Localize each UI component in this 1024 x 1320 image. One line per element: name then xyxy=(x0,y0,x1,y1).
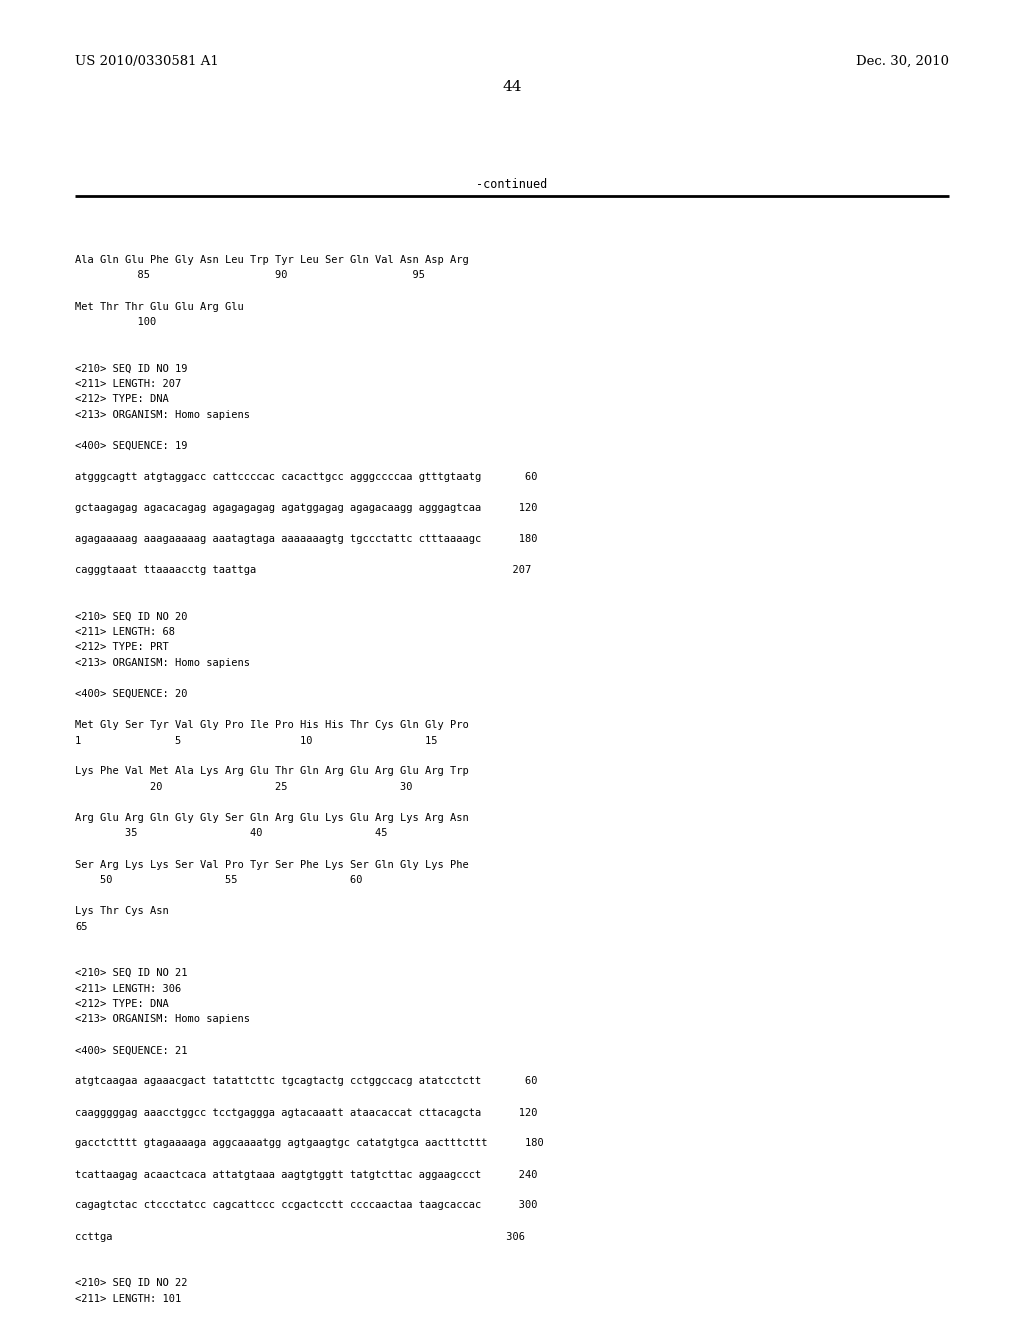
Text: caagggggag aaacctggcc tcctgaggga agtacaaatt ataacaccat cttacagcta      120: caagggggag aaacctggcc tcctgaggga agtacaa… xyxy=(75,1107,538,1118)
Text: 35                  40                  45: 35 40 45 xyxy=(75,829,387,838)
Text: Met Gly Ser Tyr Val Gly Pro Ile Pro His His Thr Cys Gln Gly Pro: Met Gly Ser Tyr Val Gly Pro Ile Pro His … xyxy=(75,719,469,730)
Text: 100: 100 xyxy=(75,317,157,327)
Text: <400> SEQUENCE: 19: <400> SEQUENCE: 19 xyxy=(75,441,187,451)
Text: <210> SEQ ID NO 20: <210> SEQ ID NO 20 xyxy=(75,611,187,622)
Text: <212> TYPE: DNA: <212> TYPE: DNA xyxy=(75,999,169,1008)
Text: Ser Arg Lys Lys Ser Val Pro Tyr Ser Phe Lys Ser Gln Gly Lys Phe: Ser Arg Lys Lys Ser Val Pro Tyr Ser Phe … xyxy=(75,859,469,870)
Text: <213> ORGANISM: Homo sapiens: <213> ORGANISM: Homo sapiens xyxy=(75,411,250,420)
Text: ccttga                                                               306: ccttga 306 xyxy=(75,1232,525,1242)
Text: <212> TYPE: PRT: <212> TYPE: PRT xyxy=(75,643,169,652)
Text: <213> ORGANISM: Homo sapiens: <213> ORGANISM: Homo sapiens xyxy=(75,1015,250,1024)
Text: tcattaagag acaactcaca attatgtaaa aagtgtggtt tatgtcttac aggaagccct      240: tcattaagag acaactcaca attatgtaaa aagtgtg… xyxy=(75,1170,538,1180)
Text: 44: 44 xyxy=(502,81,522,94)
Text: <400> SEQUENCE: 21: <400> SEQUENCE: 21 xyxy=(75,1045,187,1056)
Text: Arg Glu Arg Gln Gly Gly Ser Gln Arg Glu Lys Glu Arg Lys Arg Asn: Arg Glu Arg Gln Gly Gly Ser Gln Arg Glu … xyxy=(75,813,469,822)
Text: agagaaaaag aaagaaaaag aaatagtaga aaaaaaagtg tgccctattc ctttaaaagc      180: agagaaaaag aaagaaaaag aaatagtaga aaaaaaa… xyxy=(75,535,538,544)
Text: Lys Thr Cys Asn: Lys Thr Cys Asn xyxy=(75,906,169,916)
Text: cagagtctac ctccctatcc cagcattccc ccgactcctt ccccaactaa taagcaccac      300: cagagtctac ctccctatcc cagcattccc ccgactc… xyxy=(75,1200,538,1210)
Text: Ala Gln Glu Phe Gly Asn Leu Trp Tyr Leu Ser Gln Val Asn Asp Arg: Ala Gln Glu Phe Gly Asn Leu Trp Tyr Leu … xyxy=(75,255,469,265)
Text: US 2010/0330581 A1: US 2010/0330581 A1 xyxy=(75,55,219,69)
Text: Met Thr Thr Glu Glu Arg Glu: Met Thr Thr Glu Glu Arg Glu xyxy=(75,301,244,312)
Text: <211> LENGTH: 101: <211> LENGTH: 101 xyxy=(75,1294,181,1304)
Text: <211> LENGTH: 207: <211> LENGTH: 207 xyxy=(75,379,181,389)
Text: Lys Phe Val Met Ala Lys Arg Glu Thr Gln Arg Glu Arg Glu Arg Trp: Lys Phe Val Met Ala Lys Arg Glu Thr Gln … xyxy=(75,767,469,776)
Text: <213> ORGANISM: Homo sapiens: <213> ORGANISM: Homo sapiens xyxy=(75,657,250,668)
Text: 50                  55                  60: 50 55 60 xyxy=(75,875,362,884)
Text: atgggcagtt atgtaggacc cattccccac cacacttgcc agggccccaa gtttgtaatg       60: atgggcagtt atgtaggacc cattccccac cacactt… xyxy=(75,473,538,482)
Text: atgtcaagaa agaaacgact tatattcttc tgcagtactg cctggccacg atatcctctt       60: atgtcaagaa agaaacgact tatattcttc tgcagta… xyxy=(75,1077,538,1086)
Text: <210> SEQ ID NO 21: <210> SEQ ID NO 21 xyxy=(75,968,187,978)
Text: <210> SEQ ID NO 22: <210> SEQ ID NO 22 xyxy=(75,1278,187,1288)
Text: <211> LENGTH: 68: <211> LENGTH: 68 xyxy=(75,627,175,638)
Text: -continued: -continued xyxy=(476,178,548,191)
Text: <210> SEQ ID NO 19: <210> SEQ ID NO 19 xyxy=(75,363,187,374)
Text: <211> LENGTH: 306: <211> LENGTH: 306 xyxy=(75,983,181,994)
Text: cagggtaaat ttaaaacctg taattga                                         207: cagggtaaat ttaaaacctg taattga 207 xyxy=(75,565,531,576)
Text: gacctctttt gtagaaaaga aggcaaaatgg agtgaagtgc catatgtgca aactttcttt      180: gacctctttt gtagaaaaga aggcaaaatgg agtgaa… xyxy=(75,1138,544,1148)
Text: gctaagagag agacacagag agagagagag agatggagag agagacaagg agggagtcaa      120: gctaagagag agacacagag agagagagag agatgga… xyxy=(75,503,538,513)
Text: <212> TYPE: DNA: <212> TYPE: DNA xyxy=(75,395,169,404)
Text: <400> SEQUENCE: 20: <400> SEQUENCE: 20 xyxy=(75,689,187,700)
Text: Dec. 30, 2010: Dec. 30, 2010 xyxy=(856,55,949,69)
Text: 65: 65 xyxy=(75,921,87,932)
Text: 20                  25                  30: 20 25 30 xyxy=(75,781,413,792)
Text: 85                    90                    95: 85 90 95 xyxy=(75,271,425,281)
Text: 1               5                   10                  15: 1 5 10 15 xyxy=(75,735,437,746)
